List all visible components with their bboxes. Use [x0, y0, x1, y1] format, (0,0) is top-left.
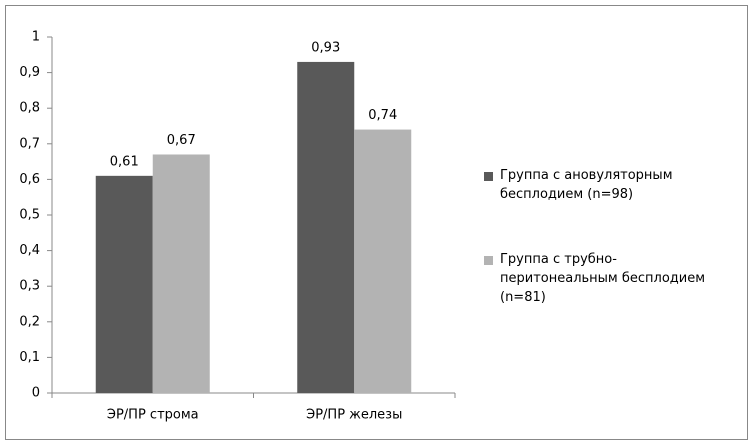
value-label: 0,74	[368, 108, 397, 123]
y-tick-label: 0,4	[19, 243, 40, 258]
x-tick-label: ЭР/ПР строма	[107, 408, 199, 423]
y-tick-label: 0,6	[19, 172, 40, 187]
y-tick-label: 0,8	[19, 101, 40, 116]
chart-border	[5, 5, 748, 440]
y-tick-label: 0,9	[19, 65, 40, 80]
y-tick-label: 0,7	[19, 136, 40, 151]
x-tick-label: ЭР/ПР железы	[306, 408, 402, 423]
y-tick-label: 0	[32, 386, 40, 401]
y-tick-label: 0,3	[19, 279, 40, 294]
y-tick-label: 0,1	[19, 350, 40, 365]
legend-label: Группа с ановуляторным бесплодием (n=98)	[500, 168, 673, 202]
bar	[152, 154, 210, 393]
y-tick-label: 1	[32, 30, 40, 45]
y-tick-label: 0,5	[19, 208, 40, 223]
legend-swatch	[484, 172, 493, 181]
legend-label: Группа с трубно-перитонеальным бесплодие…	[500, 252, 706, 305]
bar	[354, 129, 412, 393]
legend-swatch	[484, 256, 493, 265]
value-label: 0,93	[311, 40, 340, 55]
value-label: 0,61	[110, 154, 139, 169]
value-label: 0,67	[167, 133, 196, 148]
y-tick-label: 0,2	[19, 314, 40, 329]
bar	[95, 175, 153, 393]
bar	[297, 61, 355, 394]
